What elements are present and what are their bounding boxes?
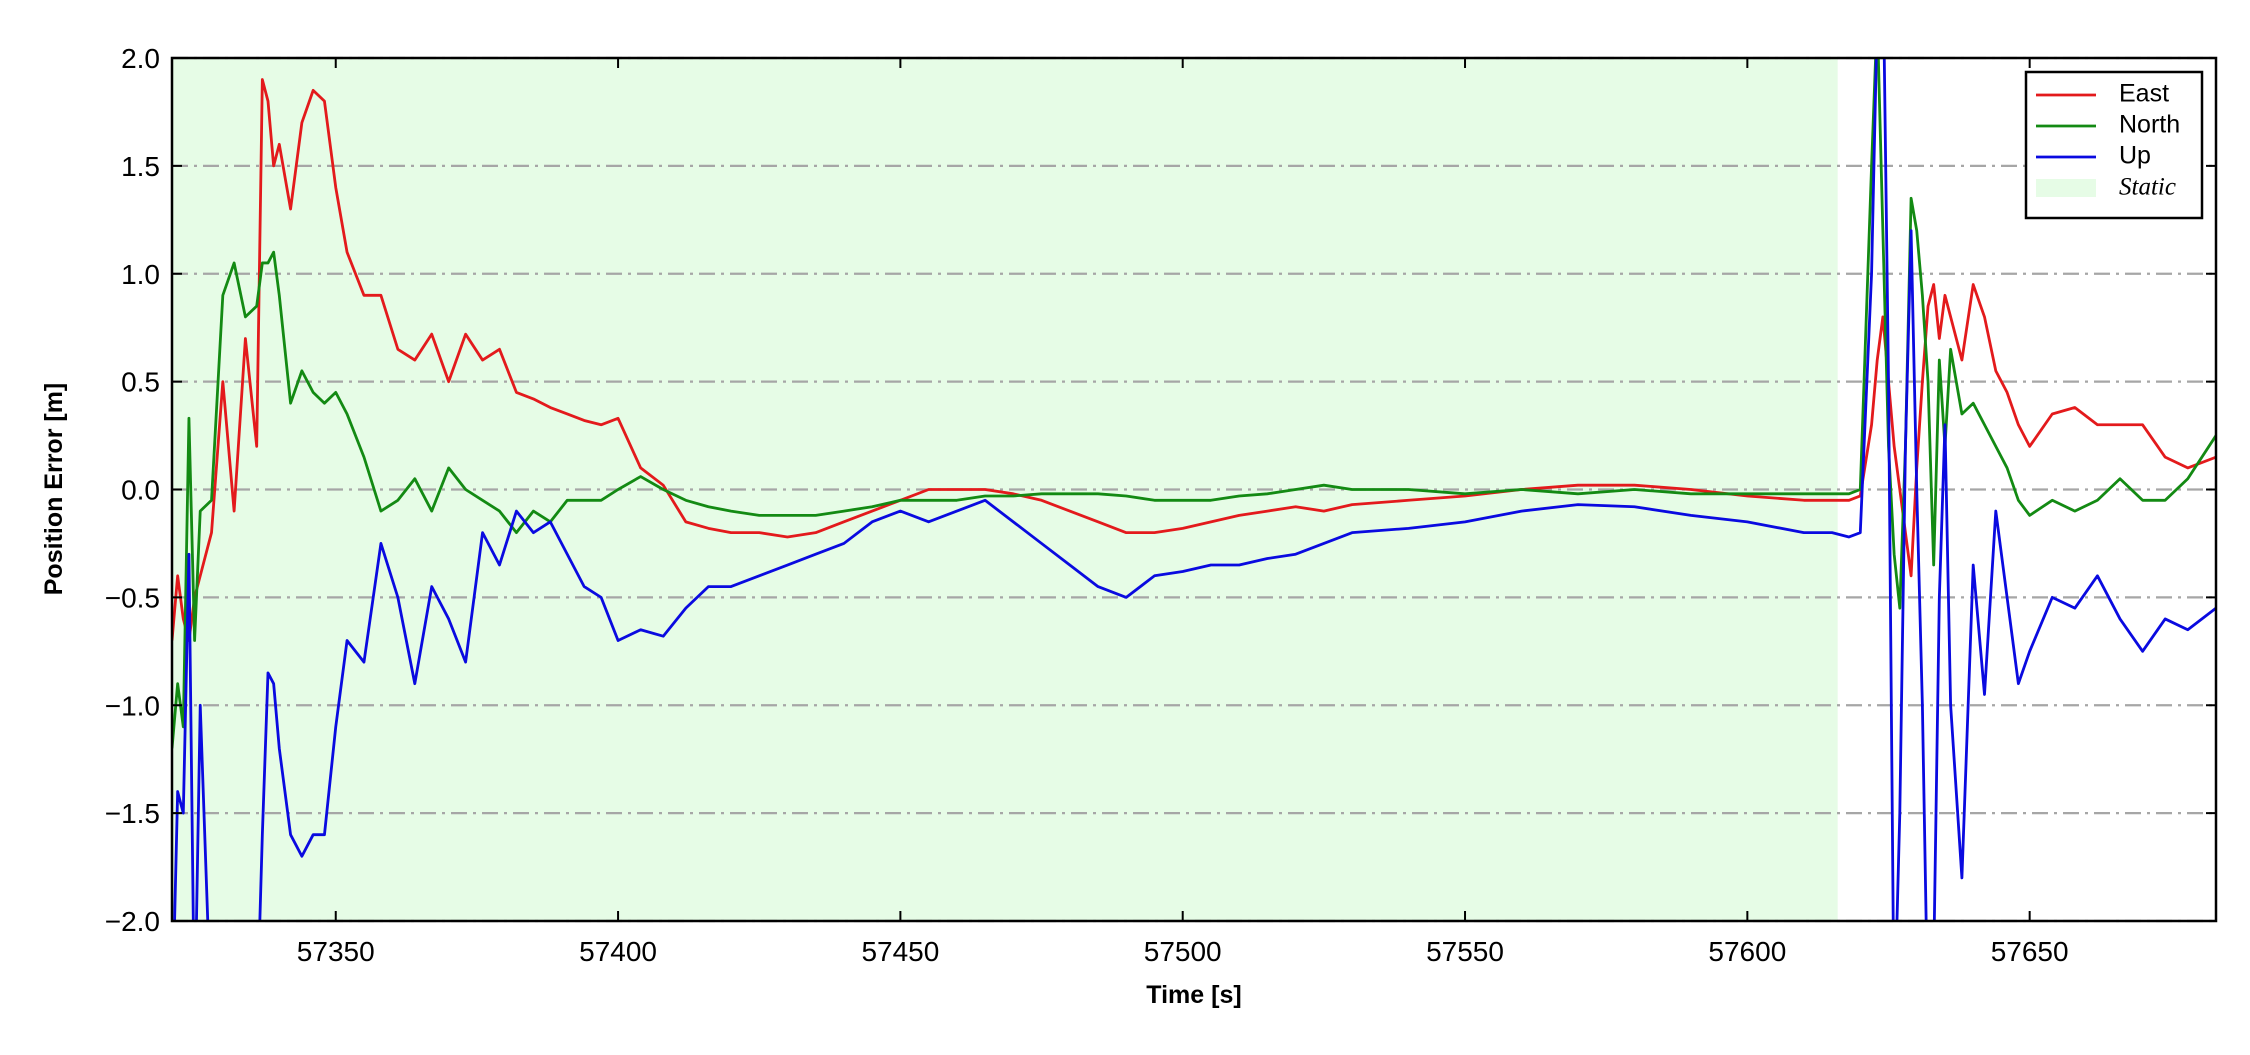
- x-tick-label: 57600: [1708, 936, 1786, 967]
- tick-layer: −2.0 −1.5 −1.0 −0.5 0.0 0.5 1.0 1.5 2.0 57350 5740…: [105, 43, 2216, 967]
- y-tick-label: −2.0: [105, 906, 160, 937]
- legend: East North Up Static: [2024, 70, 2204, 220]
- x-tick-label: 57550: [1426, 936, 1504, 967]
- x-tick-label: 57400: [579, 936, 657, 967]
- x-tick-label: 57350: [297, 936, 375, 967]
- x-tick-label: 57650: [1991, 936, 2069, 967]
- y-tick-label: 0.0: [121, 475, 160, 506]
- y-tick-label: 0.5: [121, 367, 160, 398]
- legend-label: East: [2119, 80, 2169, 108]
- legend-swatch: [2036, 179, 2096, 197]
- y-axis-label: Position Error [m]: [40, 383, 68, 596]
- y-tick-label: 1.0: [121, 259, 160, 290]
- y-tick-label: 2.0: [121, 43, 160, 74]
- data-line: [173, 58, 2216, 921]
- y-tick-label: 1.5: [121, 151, 160, 182]
- y-tick-label: −1.5: [105, 798, 160, 829]
- x-tick-label: 57450: [861, 936, 939, 967]
- data-line: [172, 58, 2216, 749]
- line-layer: [172, 58, 2216, 921]
- x-tick-label: 57500: [1144, 936, 1222, 967]
- x-axis-label: Time [s]: [1146, 981, 1241, 1009]
- y-tick-label: −0.5: [105, 582, 160, 613]
- legend-label: North: [2119, 111, 2180, 139]
- legend-label: Static: [2119, 174, 2176, 201]
- legend-label: Up: [2119, 142, 2151, 170]
- y-tick-label: −1.0: [105, 690, 160, 721]
- data-line: [172, 78, 2216, 642]
